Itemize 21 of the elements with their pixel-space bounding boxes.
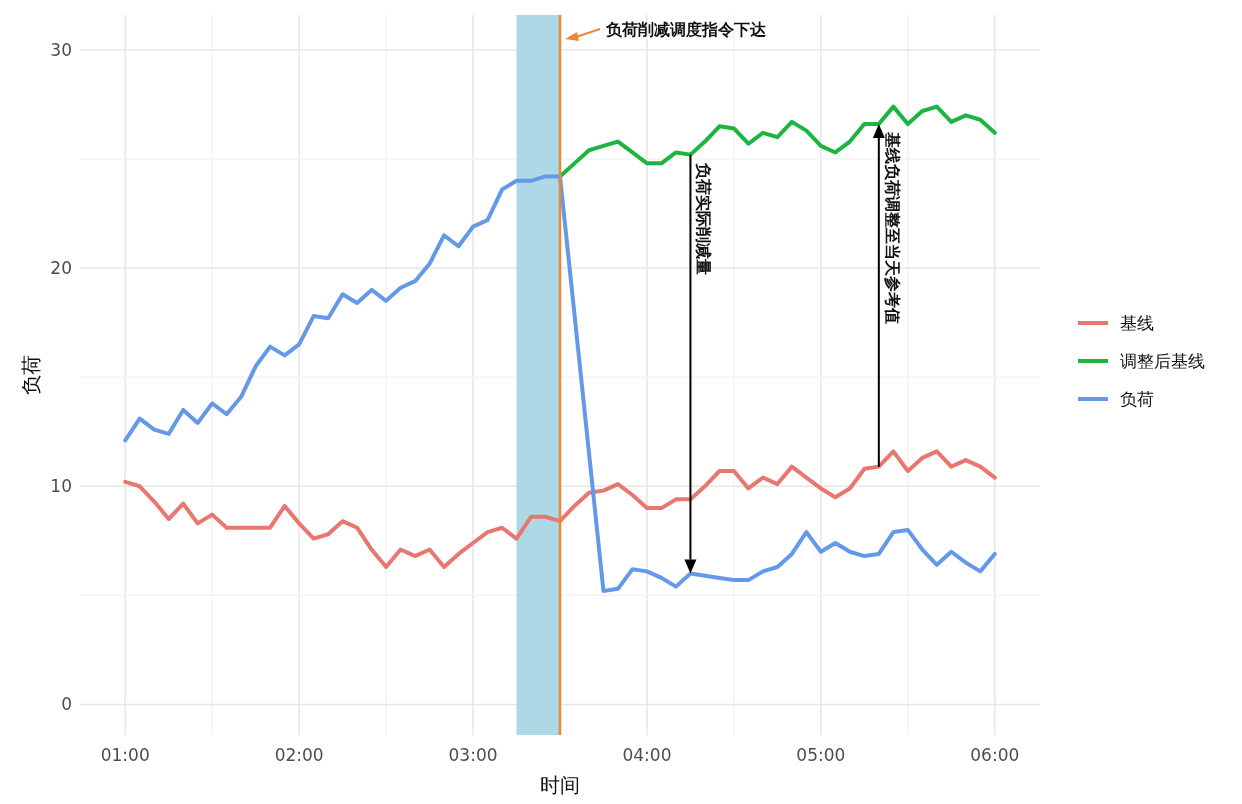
y-tick-label: 20 xyxy=(50,258,72,279)
arrow-ref-label: 负荷削减调度指令下达 xyxy=(565,20,766,41)
y-tick-label: 10 xyxy=(50,476,72,497)
annotation: 基线负荷调整至当天参考值 xyxy=(882,131,902,325)
legend-label: 负荷 xyxy=(1120,389,1154,409)
x-tick-label: 02:00 xyxy=(274,745,324,765)
legend-label: 调整后基线 xyxy=(1120,351,1205,371)
legend-label: 基线 xyxy=(1120,313,1154,333)
arrow-annotation: 基线负荷调整至当天参考值 xyxy=(872,124,902,468)
ref-line-label: 负荷削减调度指令下达 xyxy=(605,20,767,39)
x-tick-label: 01:00 xyxy=(100,745,150,765)
x-tick-label: 05:00 xyxy=(796,745,846,765)
x-tick-label: 06:00 xyxy=(970,745,1020,765)
y-axis-title: 负荷 xyxy=(19,355,43,395)
y-tick-label: 30 xyxy=(50,39,72,60)
annotation: 负荷实际削减量 xyxy=(694,161,714,275)
arrow-annotation: 负荷实际削减量 xyxy=(684,153,714,574)
y-tick-label: 0 xyxy=(61,694,72,715)
x-tick-label: 04:00 xyxy=(622,745,672,765)
x-axis-title: 时间 xyxy=(540,773,580,797)
x-tick-label: 03:00 xyxy=(448,745,498,765)
